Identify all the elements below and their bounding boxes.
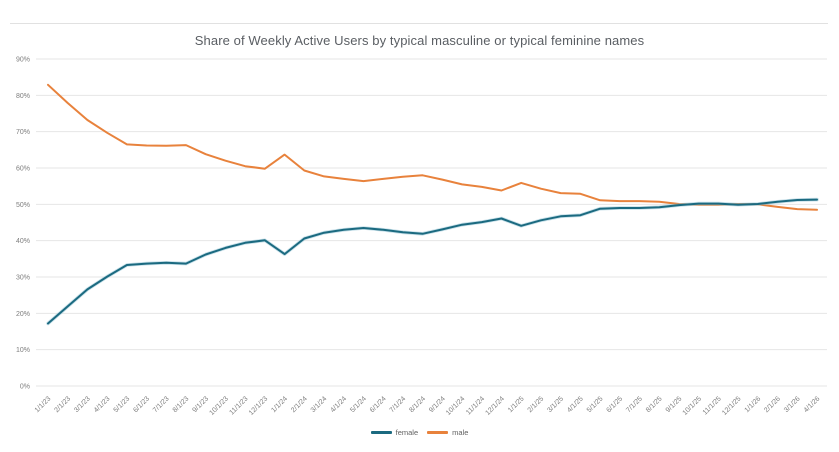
x-tick-label: 11/1/25 — [702, 395, 723, 416]
x-tick-label: 9/1/24 — [428, 395, 447, 414]
x-tick-label: 7/1/23 — [152, 395, 171, 414]
y-tick-label: 0% — [20, 384, 30, 391]
x-tick-label: 2/1/24 — [290, 395, 309, 414]
x-tick-label: 4/1/23 — [93, 395, 112, 414]
x-tick-label: 5/1/23 — [113, 395, 132, 414]
y-tick-label: 60% — [16, 166, 30, 173]
x-tick-label: 10/1/25 — [682, 395, 704, 417]
x-tick-label: 3/1/25 — [546, 395, 565, 414]
gridlines-group — [36, 58, 827, 387]
x-tick-label: 6/1/25 — [606, 395, 625, 414]
x-tick-label: 10/1/24 — [445, 395, 467, 417]
x-tick-label: 9/1/25 — [665, 395, 684, 414]
x-tick-label: 11/1/24 — [465, 395, 486, 416]
x-tick-label: 3/1/23 — [73, 395, 92, 414]
x-tick-label: 2/1/25 — [527, 395, 546, 414]
x-tick-label: 3/1/24 — [310, 395, 329, 414]
x-tick-label: 4/1/25 — [566, 395, 585, 414]
top-divider — [10, 23, 828, 24]
y-tick-label: 50% — [16, 202, 30, 209]
x-tick-label: 8/1/23 — [172, 395, 191, 414]
x-tick-label: 1/1/23 — [34, 395, 53, 414]
x-tick-label: 6/1/23 — [132, 395, 151, 414]
y-tick-label: 70% — [16, 129, 30, 136]
y-tick-label: 20% — [16, 311, 30, 318]
legend-label-male: male — [452, 427, 469, 437]
y-axis-labels: 0% 10% 20% 30% 40% 50% 60% 70% 80% 90% — [16, 57, 30, 391]
x-tick-label: 4/1/26 — [803, 395, 822, 414]
y-tick-label: 10% — [16, 347, 30, 354]
y-tick-label: 90% — [16, 57, 30, 64]
chart-legend: female male — [0, 426, 839, 438]
x-tick-label: 10/1/23 — [208, 395, 230, 417]
x-tick-label: 7/1/25 — [625, 395, 644, 414]
legend-item-female: female — [370, 427, 419, 437]
series-lines — [46, 83, 819, 326]
female-line-swatch — [370, 430, 392, 434]
x-tick-label: 9/1/23 — [191, 395, 210, 414]
male-line-swatch — [427, 430, 449, 434]
x-tick-label: 4/1/24 — [329, 395, 348, 414]
x-tick-label: 11/1/23 — [228, 395, 249, 416]
x-tick-label: 12/1/25 — [721, 395, 743, 417]
x-axis-labels: 1/1/23 2/1/23 3/1/23 4/1/23 5/1/23 6/1/23 7/1/… — [34, 395, 822, 417]
x-tick-label: 5/1/24 — [349, 395, 368, 414]
x-tick-label: 12/1/23 — [248, 395, 270, 417]
x-tick-label: 1/1/26 — [744, 395, 763, 414]
y-tick-label: 40% — [16, 238, 30, 245]
x-tick-label: 2/1/26 — [763, 395, 782, 414]
x-tick-label: 6/1/24 — [369, 395, 388, 414]
x-tick-label: 5/1/25 — [586, 395, 605, 414]
x-tick-label: 7/1/24 — [389, 395, 408, 414]
y-tick-label: 30% — [16, 275, 30, 282]
male-series-line — [47, 83, 818, 211]
x-tick-label: 1/1/25 — [507, 395, 526, 414]
x-tick-label: 3/1/26 — [783, 395, 802, 414]
x-tick-label: 8/1/24 — [408, 395, 427, 414]
legend-item-male: male — [427, 428, 468, 437]
x-tick-label: 8/1/25 — [645, 395, 664, 414]
y-tick-label: 80% — [16, 93, 30, 100]
legend-label-female: female — [395, 427, 419, 437]
x-tick-label: 1/1/24 — [270, 395, 289, 414]
female-series-line — [47, 198, 818, 325]
female-series-line-halo — [46, 197, 819, 326]
x-tick-label: 12/1/24 — [484, 395, 506, 417]
x-tick-label: 2/1/23 — [53, 395, 72, 414]
chart-title: Share of Weekly Active Users by typical … — [194, 33, 645, 48]
